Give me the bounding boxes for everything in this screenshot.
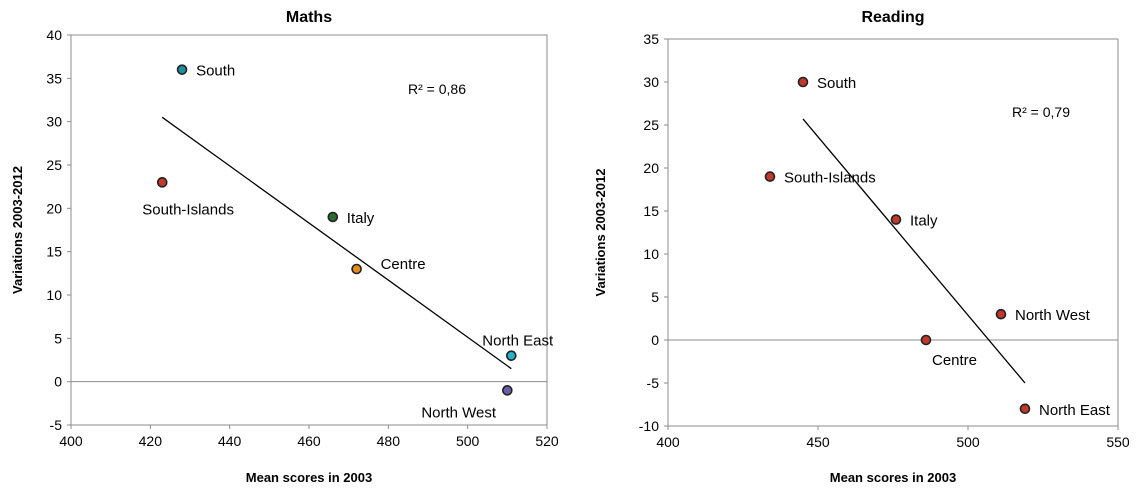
x-tick-label: 400 xyxy=(656,434,680,450)
data-point-label: South xyxy=(196,63,235,80)
data-point xyxy=(351,263,362,275)
data-point-label: Italy xyxy=(347,210,375,227)
data-point-label: South-Islands xyxy=(784,170,876,187)
y-tick-label: 15 xyxy=(46,244,62,260)
plot-area-frame xyxy=(667,38,1119,427)
y-tick-label: -5 xyxy=(50,417,63,433)
data-point xyxy=(327,211,339,223)
r-squared-label: R² = 0,86 xyxy=(408,81,466,97)
chart-title: Reading xyxy=(861,9,924,26)
chart-1: Reading 400 450 500 550 -10 -5 0 5 10 15 20 25 30 35 Me… xyxy=(593,9,1130,485)
data-point xyxy=(156,177,168,188)
y-tick-label: -10 xyxy=(639,418,659,434)
y-tick-label: 25 xyxy=(46,157,62,173)
data-point xyxy=(1019,403,1031,415)
y-tick-label: -5 xyxy=(647,375,660,391)
x-tick-label: 400 xyxy=(59,433,83,449)
x-tick-label: 420 xyxy=(139,433,163,449)
y-tick-label: 25 xyxy=(643,117,659,133)
x-tick-label: 440 xyxy=(218,433,242,449)
data-point xyxy=(890,214,902,225)
data-point-label: North West xyxy=(1015,307,1091,324)
data-point-label: Centre xyxy=(932,352,977,369)
y-axis-label: Variations 2003-2012 xyxy=(10,166,25,294)
r-squared-label: R² = 0,79 xyxy=(1012,104,1070,120)
chart-title: Maths xyxy=(286,9,332,26)
data-point-label: North West xyxy=(421,404,497,421)
data-point xyxy=(797,76,809,88)
y-tick-label: 40 xyxy=(46,27,62,43)
x-tick-label: 480 xyxy=(377,433,401,449)
data-point xyxy=(502,385,513,396)
data-point-label: Italy xyxy=(910,213,938,230)
y-tick-label: 5 xyxy=(54,330,62,346)
y-tick-label: 15 xyxy=(643,203,659,219)
data-point-label: South xyxy=(817,75,856,92)
x-tick-label: 500 xyxy=(456,433,480,449)
x-tick-label: 550 xyxy=(1106,434,1130,450)
data-point-label: South-Islands xyxy=(142,201,234,218)
x-tick-label: 520 xyxy=(535,433,559,449)
plot-area-frame xyxy=(70,34,548,426)
data-point-label: Centre xyxy=(381,256,426,273)
x-tick-label: 500 xyxy=(956,434,980,450)
y-tick-label: 30 xyxy=(643,74,659,90)
y-axis-label: Variations 2003-2012 xyxy=(593,169,608,297)
y-tick-label: 10 xyxy=(643,246,659,262)
x-tick-label: 460 xyxy=(297,433,321,449)
trendline xyxy=(161,116,512,370)
y-tick-label: 10 xyxy=(46,287,62,303)
data-point xyxy=(505,350,517,361)
y-tick-label: 20 xyxy=(643,160,659,176)
y-tick-label: 30 xyxy=(46,114,62,130)
y-tick-label: 0 xyxy=(54,374,62,390)
x-tick-label: 450 xyxy=(806,434,830,450)
chart-0: Maths 400 420 440 460 480 500 520 -5 0 5 10 15 20 25 30… xyxy=(10,9,559,485)
y-tick-label: 35 xyxy=(643,31,659,47)
y-tick-label: 35 xyxy=(46,70,62,86)
x-axis-label: Mean scores in 2003 xyxy=(246,470,372,485)
data-point xyxy=(764,171,776,182)
data-point-label: North East xyxy=(1039,402,1111,419)
data-point-label: North East xyxy=(482,333,554,350)
y-tick-label: 5 xyxy=(651,289,659,305)
data-point xyxy=(176,64,188,75)
y-tick-label: 20 xyxy=(46,200,62,216)
y-tick-label: 0 xyxy=(651,332,659,348)
data-point xyxy=(920,334,932,346)
trendline xyxy=(802,118,1026,384)
x-axis-label: Mean scores in 2003 xyxy=(830,470,956,485)
data-point xyxy=(995,308,1007,320)
